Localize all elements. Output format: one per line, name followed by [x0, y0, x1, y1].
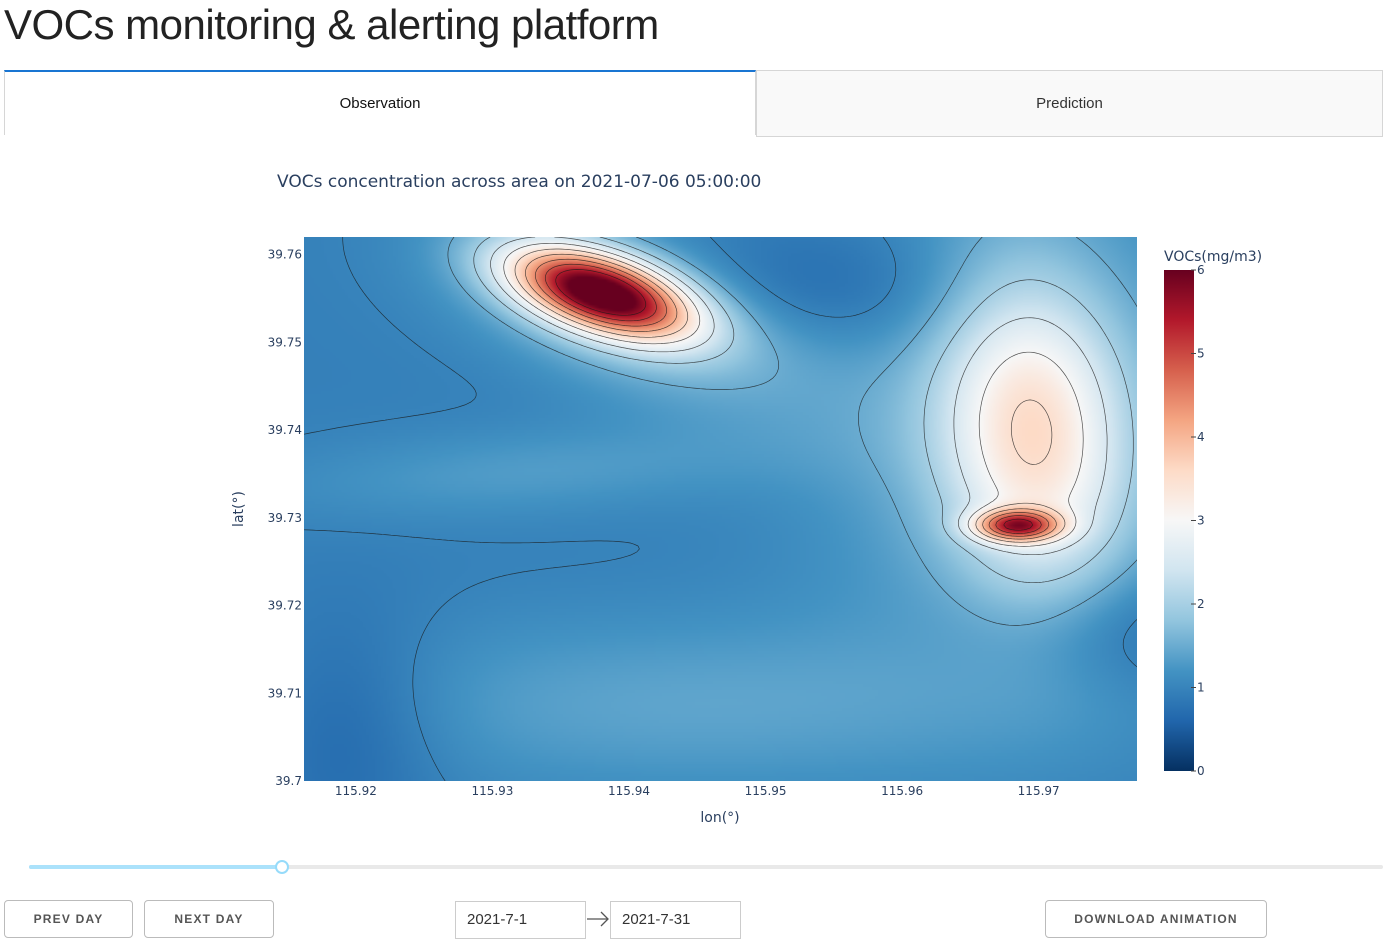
- colorbar-ticks: 0 1 2 3 4 5 6: [1191, 263, 1205, 778]
- slider-rail[interactable]: [29, 865, 1383, 869]
- tab-bar: Observation Prediction: [4, 70, 1383, 137]
- colorbar-tick-label: 5: [1197, 347, 1205, 361]
- colorbar-tick-label: 6: [1197, 263, 1205, 277]
- contour-line: [473, 237, 1134, 584]
- time-slider[interactable]: [29, 860, 1383, 876]
- contour-line: [503, 242, 1084, 547]
- slider-handle[interactable]: [275, 860, 290, 874]
- x-tick-label: 115.93: [471, 784, 513, 798]
- y-tick-label: 39.72: [268, 599, 302, 613]
- contour-line: [514, 248, 1066, 543]
- tab-prediction[interactable]: Prediction: [756, 70, 1383, 137]
- start-date-input[interactable]: 2021-7-1: [455, 901, 586, 939]
- colorbar-tick-label: 3: [1197, 514, 1205, 528]
- end-date-input[interactable]: 2021-7-31: [610, 901, 741, 939]
- x-tick-label: 115.96: [881, 784, 923, 798]
- y-tick-label: 39.76: [268, 248, 302, 262]
- contour-line: [490, 237, 1108, 556]
- page-title: VOCs monitoring & alerting platform: [4, 1, 659, 48]
- y-tick-label: 39.71: [268, 686, 302, 700]
- colorbar-tick-label: 2: [1197, 597, 1205, 611]
- prev-day-button[interactable]: PREV DAY: [4, 900, 133, 938]
- x-axis-ticks: 115.92 115.93 115.94 115.95 115.96 115.97: [335, 784, 1060, 798]
- contour-line: [447, 237, 1137, 626]
- heatmap-plot-area: [304, 237, 1137, 781]
- contour-line: [525, 253, 1057, 540]
- contour-line: [555, 269, 1034, 531]
- contour-line: [534, 258, 1050, 537]
- x-tick-label: 115.94: [608, 784, 650, 798]
- tab-observation[interactable]: Observation: [4, 70, 756, 135]
- y-tick-label: 39.74: [268, 423, 302, 437]
- colorbar: [1164, 270, 1194, 771]
- y-tick-label: 39.73: [268, 511, 302, 525]
- y-tick-label: 39.75: [268, 335, 302, 349]
- y-axis-label: lat(°): [231, 491, 247, 527]
- colorbar-tick-label: 0: [1197, 764, 1205, 778]
- y-tick-label: 39.7: [275, 774, 302, 788]
- contour-line: [304, 237, 1137, 781]
- y-axis-ticks: 39.7 39.71 39.72 39.73 39.74 39.75 39.76: [268, 248, 302, 788]
- next-day-button[interactable]: NEXT DAY: [144, 900, 274, 938]
- colorbar-title: VOCs(mg/m3): [1164, 249, 1262, 265]
- x-tick-label: 115.95: [745, 784, 787, 798]
- x-axis-label: lon(°): [700, 810, 739, 826]
- chart-title: VOCs concentration across area on 2021-0…: [277, 172, 761, 192]
- slider-track: [29, 865, 283, 869]
- download-animation-button[interactable]: DOWNLOAD ANIMATION: [1045, 900, 1267, 938]
- colorbar-tick-label: 4: [1197, 430, 1205, 444]
- contour-line: [544, 263, 1042, 534]
- x-tick-label: 115.92: [335, 784, 377, 798]
- arrow-right-icon: [587, 911, 609, 927]
- vocs-heatmap-chart: VOCs concentration across area on 2021-0…: [231, 172, 1262, 826]
- x-tick-label: 115.97: [1018, 784, 1060, 798]
- colorbar-tick-label: 1: [1197, 681, 1205, 695]
